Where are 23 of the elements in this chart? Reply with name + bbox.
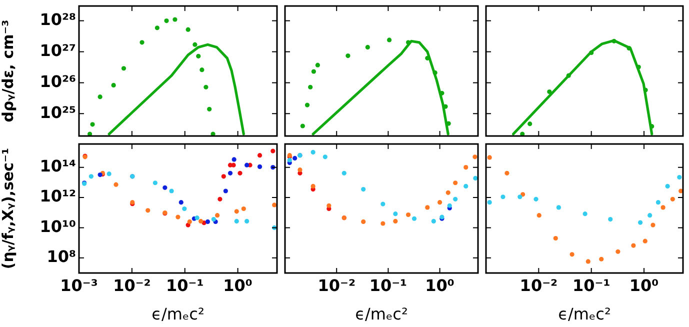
- x-axis-title: ϵ/mₑc²: [152, 304, 204, 324]
- x-tick-label: 10⁻¹: [369, 276, 408, 295]
- x-tick-label: 10⁰: [629, 276, 659, 295]
- x-tick-label: 10⁻¹: [166, 276, 204, 295]
- x-tick-label: 10⁻²: [318, 276, 356, 295]
- y-tick-label: 10¹²: [40, 186, 76, 206]
- x-axis-title: ϵ/mₑc²: [558, 304, 611, 324]
- x-tick-label: 10⁻²: [113, 276, 151, 295]
- y-tick-label: 10²⁶: [40, 72, 76, 91]
- y-tick-label: 10¹⁴: [40, 156, 76, 176]
- x-tick-label: 10⁻³: [60, 276, 98, 295]
- x-axis-title: ϵ/mₑc²: [355, 304, 408, 324]
- y-tick-label: 10⁸: [46, 247, 76, 266]
- x-tick-label: 10⁻¹: [572, 276, 610, 295]
- y-tick-label: 10²⁵: [40, 102, 76, 122]
- y-tick-label: 10¹⁰: [40, 216, 76, 236]
- x-tick-label: 10⁰: [425, 276, 454, 295]
- y-axis-title: dρᵧ/dε, cm⁻³: [0, 20, 17, 122]
- y-tick-label: 10²⁷: [40, 40, 76, 60]
- y-tick-label: 10²⁸: [40, 10, 76, 29]
- x-tick-label: 10⁰: [223, 276, 252, 295]
- x-tick-label: 10⁻²: [520, 276, 558, 295]
- y-axis-title: (ηᵧ/fᵧ,Xᵧ),sec⁻¹: [0, 148, 17, 270]
